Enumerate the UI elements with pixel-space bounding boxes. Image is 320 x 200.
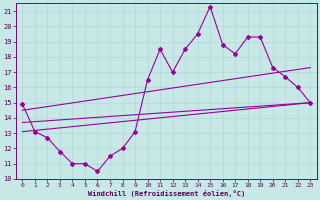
X-axis label: Windchill (Refroidissement éolien,°C): Windchill (Refroidissement éolien,°C) (88, 190, 245, 197)
